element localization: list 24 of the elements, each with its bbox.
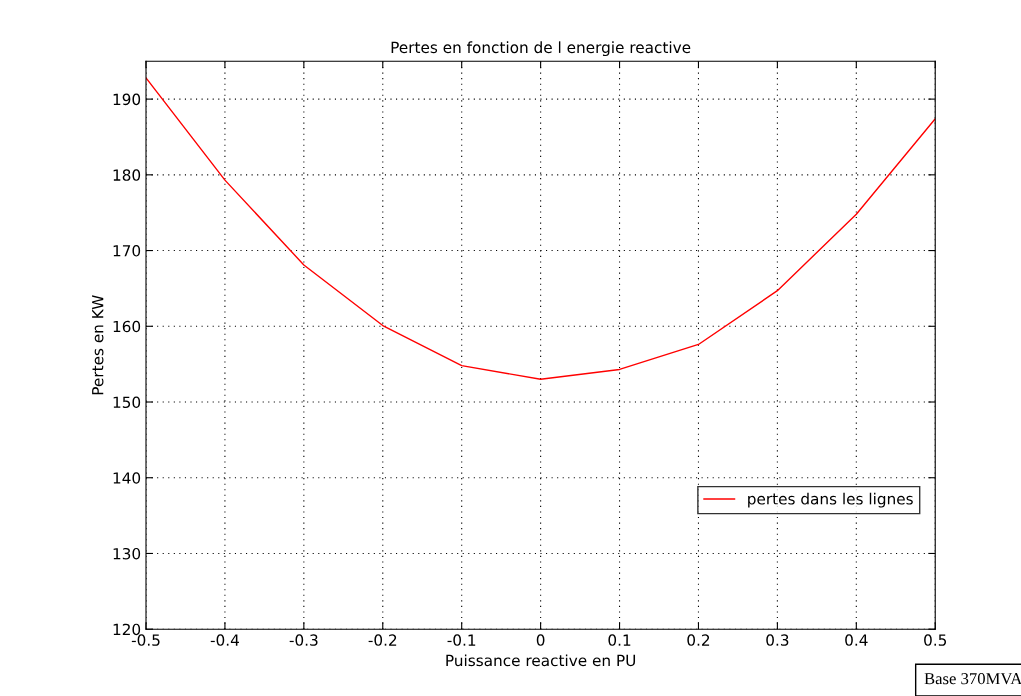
x-tick-label: -0.4 [210,634,239,646]
y-tick-label: 190 [113,93,141,106]
x-tick-label: -0.3 [289,634,318,646]
y-tick-label: 120 [113,623,141,636]
x-axis-title: Puissance reactive en PU [446,654,636,667]
x-tick-label: -0.1 [447,634,476,646]
y-tick-label: 150 [113,396,141,409]
x-tick-label: 0.3 [766,634,789,646]
y-axis-title: Pertes en KW [92,295,104,395]
chart-title: Pertes en fonction de l energie reactive [391,41,691,57]
line-series [146,77,936,380]
legend-label: pertes dans les lignes [748,492,913,508]
x-tick-label: -0.2 [368,634,397,646]
y-tick-label: 170 [113,245,141,257]
x-tick-label: 0.2 [687,634,710,646]
y-tick-label: 160 [113,320,141,333]
x-tick-label: -0.5 [131,634,160,646]
x-tick-label: 0.1 [608,634,631,646]
y-tick-label: 180 [113,169,141,181]
x-tick-label: 0 [536,634,545,646]
y-tick-label: 130 [113,547,141,560]
x-tick-label: 0.5 [924,634,947,646]
x-tick-label: 0.4 [845,634,868,646]
y-tick-label: 140 [113,472,141,484]
